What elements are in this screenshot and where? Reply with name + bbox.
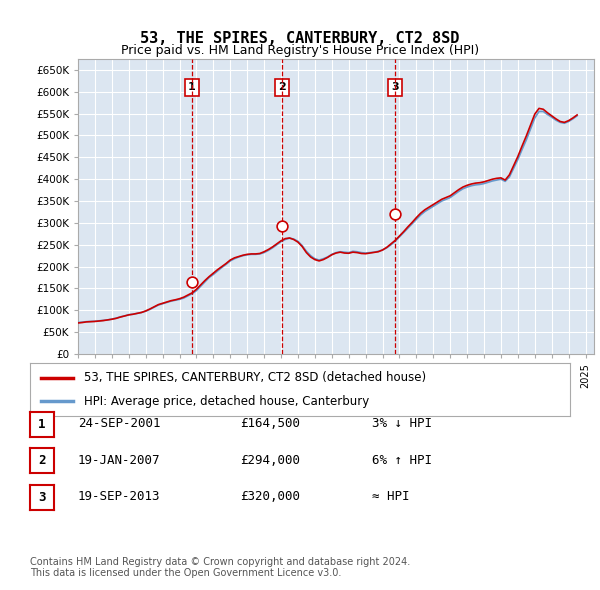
- Point: [390, 209, 400, 219]
- Text: £320,000: £320,000: [240, 490, 300, 503]
- Text: 6% ↑ HPI: 6% ↑ HPI: [372, 454, 432, 467]
- Text: 2: 2: [38, 454, 46, 467]
- Text: 1: 1: [188, 83, 196, 93]
- Text: 3% ↓ HPI: 3% ↓ HPI: [372, 417, 432, 430]
- Text: £164,500: £164,500: [240, 417, 300, 430]
- Text: 53, THE SPIRES, CANTERBURY, CT2 8SD: 53, THE SPIRES, CANTERBURY, CT2 8SD: [140, 31, 460, 46]
- Text: £294,000: £294,000: [240, 454, 300, 467]
- Text: 3: 3: [38, 491, 46, 504]
- Point: [277, 221, 287, 230]
- Text: 24-SEP-2001: 24-SEP-2001: [78, 417, 161, 430]
- Text: 19-JAN-2007: 19-JAN-2007: [78, 454, 161, 467]
- Text: HPI: Average price, detached house, Canterbury: HPI: Average price, detached house, Cant…: [84, 395, 369, 408]
- Text: 1: 1: [38, 418, 46, 431]
- Text: 53, THE SPIRES, CANTERBURY, CT2 8SD (detached house): 53, THE SPIRES, CANTERBURY, CT2 8SD (det…: [84, 371, 426, 384]
- Text: 2: 2: [278, 83, 286, 93]
- Text: 3: 3: [391, 83, 398, 93]
- Text: ≈ HPI: ≈ HPI: [372, 490, 409, 503]
- Text: 19-SEP-2013: 19-SEP-2013: [78, 490, 161, 503]
- Text: Contains HM Land Registry data © Crown copyright and database right 2024.
This d: Contains HM Land Registry data © Crown c…: [30, 556, 410, 578]
- Text: Price paid vs. HM Land Registry's House Price Index (HPI): Price paid vs. HM Land Registry's House …: [121, 44, 479, 57]
- Point: [187, 277, 197, 287]
